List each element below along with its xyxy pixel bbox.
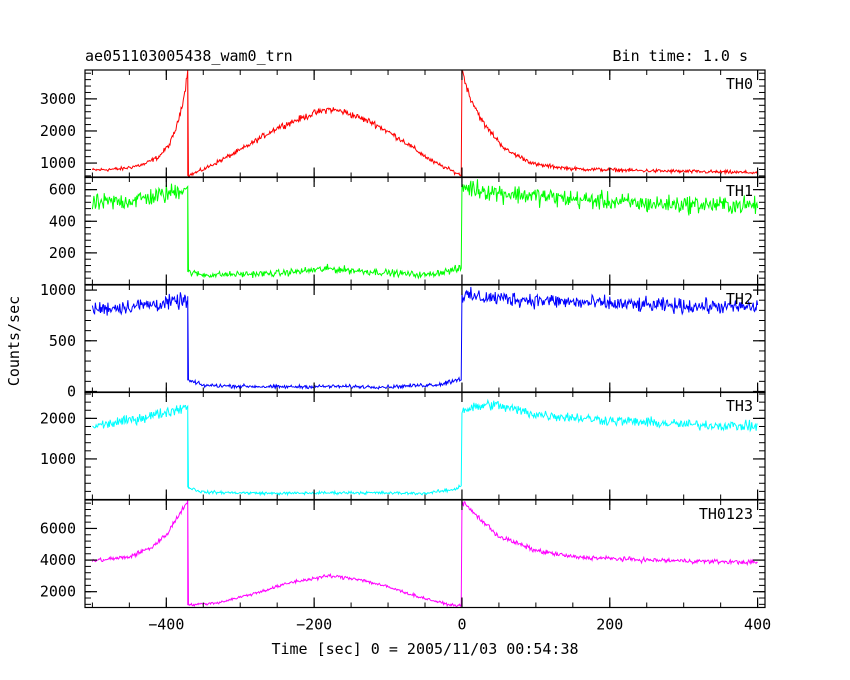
y-tick-label: 500 — [49, 332, 76, 350]
y-tick-label: 2000 — [40, 409, 76, 427]
series-th1 — [91, 179, 759, 280]
y-tick-label: 6000 — [40, 519, 76, 537]
panel-th3: 1000 2000 TH3 — [40, 391, 766, 501]
y-tick-label: 400 — [49, 212, 76, 230]
y-axis-label: Counts/sec — [5, 296, 23, 386]
panel-label-th1: TH1 — [726, 182, 753, 200]
y-tick-label: 0 — [67, 382, 76, 400]
series-th0 — [91, 70, 759, 178]
y-tick-label: 1000 — [40, 154, 76, 172]
x-tick-label: 0 — [457, 616, 466, 634]
panel-frame — [84, 499, 766, 609]
series-th3 — [92, 398, 758, 497]
chart-title: ae051103005438_wam0_trn — [85, 47, 293, 65]
panel-th0123: 2000 4000 6000 TH0123 — [40, 499, 766, 609]
bin-time-label: Bin time: 1.0 s — [613, 47, 748, 65]
panel-frame — [84, 176, 766, 286]
x-axis-label: Time [sec] 0 = 2005/11/03 00:54:38 — [271, 640, 578, 658]
panel-frame — [84, 69, 766, 179]
panel-label-th0123: TH0123 — [699, 505, 753, 523]
x-tick-label: −400 — [148, 616, 184, 634]
panel-th0: 1000 2000 3000 TH0 — [40, 69, 766, 179]
panel-th1: 200 400 600 TH1 — [49, 176, 766, 286]
panel-th2: 0 500 1000 TH2 — [40, 281, 766, 400]
panel-label-th0: TH0 — [726, 75, 753, 93]
x-tick-label: 400 — [744, 616, 771, 634]
y-tick-label: 200 — [49, 244, 76, 262]
y-tick-label: 2000 — [40, 583, 76, 601]
y-tick-label: 1000 — [40, 281, 76, 299]
y-tick-label: 3000 — [40, 90, 76, 108]
series-th2 — [91, 286, 759, 390]
series-th0123 — [91, 500, 758, 608]
y-tick-label: 1000 — [40, 450, 76, 468]
y-tick-label: 600 — [49, 181, 76, 199]
x-tick-label: −200 — [296, 616, 332, 634]
y-tick-label: 4000 — [40, 551, 76, 569]
x-tick-label: 200 — [596, 616, 623, 634]
panel-label-th2: TH2 — [726, 290, 753, 308]
panel-label-th3: TH3 — [726, 397, 753, 415]
y-tick-label: 2000 — [40, 122, 76, 140]
